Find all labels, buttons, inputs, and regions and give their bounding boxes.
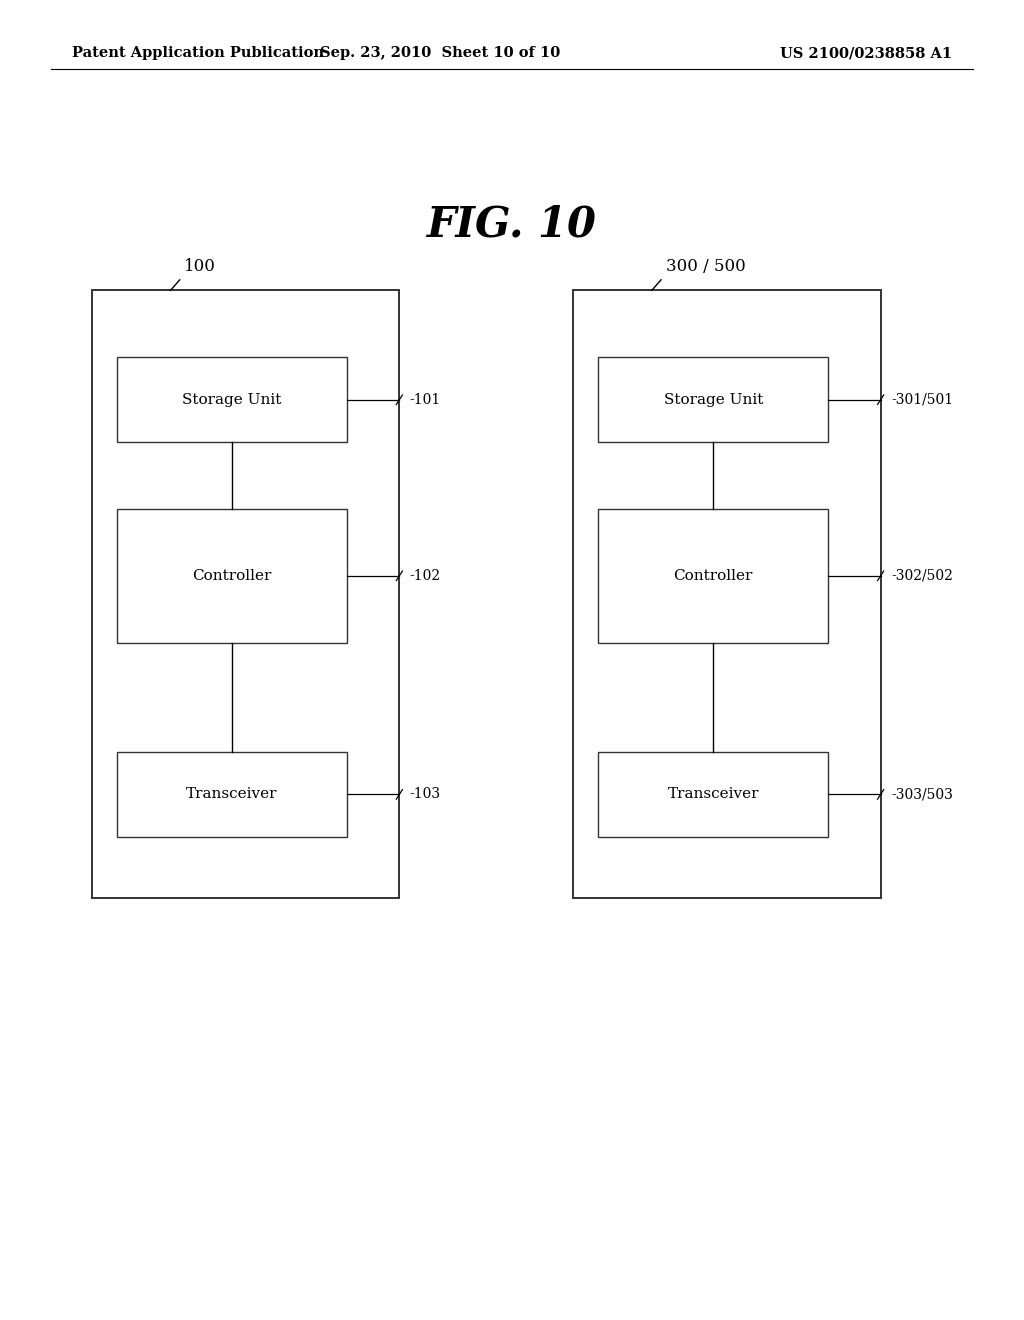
Text: -101: -101	[410, 392, 441, 407]
Text: Patent Application Publication: Patent Application Publication	[72, 46, 324, 61]
Bar	[117, 510, 347, 643]
Bar	[117, 752, 347, 837]
Bar	[598, 510, 828, 643]
Bar	[598, 358, 828, 442]
Text: Controller: Controller	[193, 569, 271, 583]
Text: -302/502: -302/502	[891, 569, 952, 583]
Bar	[573, 290, 881, 898]
Text: 300 / 500: 300 / 500	[666, 257, 745, 275]
Text: 100: 100	[184, 257, 216, 275]
Text: Transceiver: Transceiver	[668, 787, 759, 801]
Bar	[92, 290, 399, 898]
Text: Storage Unit: Storage Unit	[664, 392, 763, 407]
Text: -103: -103	[410, 787, 440, 801]
Text: Storage Unit: Storage Unit	[182, 392, 282, 407]
Text: US 2100/0238858 A1: US 2100/0238858 A1	[780, 46, 952, 61]
Text: Sep. 23, 2010  Sheet 10 of 10: Sep. 23, 2010 Sheet 10 of 10	[321, 46, 560, 61]
Text: FIG. 10: FIG. 10	[427, 203, 597, 246]
Bar	[598, 752, 828, 837]
Text: Controller: Controller	[674, 569, 753, 583]
Text: -303/503: -303/503	[891, 787, 952, 801]
Text: -102: -102	[410, 569, 440, 583]
Text: -301/501: -301/501	[891, 392, 953, 407]
Text: Transceiver: Transceiver	[186, 787, 278, 801]
Bar	[117, 358, 347, 442]
